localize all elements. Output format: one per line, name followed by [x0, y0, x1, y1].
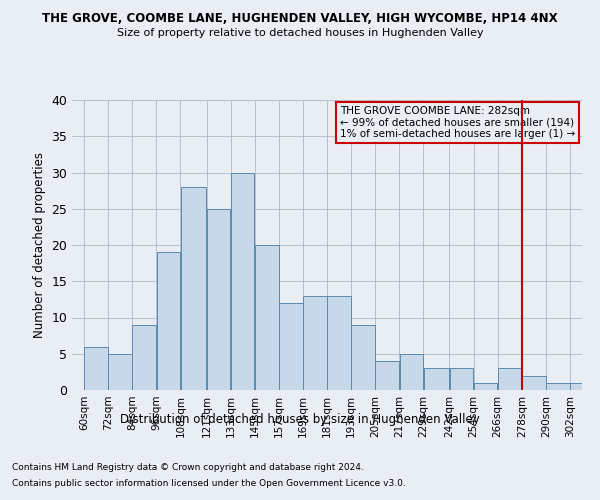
Bar — [157, 252, 180, 390]
Bar — [84, 346, 108, 390]
Bar — [231, 172, 254, 390]
Bar — [279, 303, 302, 390]
Text: Contains public sector information licensed under the Open Government Licence v3: Contains public sector information licen… — [12, 478, 406, 488]
Bar — [546, 383, 570, 390]
Text: Contains HM Land Registry data © Crown copyright and database right 2024.: Contains HM Land Registry data © Crown c… — [12, 464, 364, 472]
Text: Size of property relative to detached houses in Hughenden Valley: Size of property relative to detached ho… — [116, 28, 484, 38]
Y-axis label: Number of detached properties: Number of detached properties — [33, 152, 46, 338]
Bar — [133, 325, 156, 390]
Text: Distribution of detached houses by size in Hughenden Valley: Distribution of detached houses by size … — [120, 412, 480, 426]
Bar — [450, 368, 473, 390]
Bar — [181, 187, 206, 390]
Bar — [327, 296, 351, 390]
Bar — [255, 245, 278, 390]
Bar — [400, 354, 423, 390]
Text: THE GROVE COOMBE LANE: 282sqm
← 99% of detached houses are smaller (194)
1% of s: THE GROVE COOMBE LANE: 282sqm ← 99% of d… — [340, 106, 575, 139]
Bar — [303, 296, 327, 390]
Bar — [522, 376, 545, 390]
Bar — [376, 361, 399, 390]
Bar — [207, 209, 230, 390]
Bar — [109, 354, 132, 390]
Bar — [474, 383, 497, 390]
Bar — [498, 368, 521, 390]
Bar — [352, 325, 375, 390]
Bar — [424, 368, 449, 390]
Text: THE GROVE, COOMBE LANE, HUGHENDEN VALLEY, HIGH WYCOMBE, HP14 4NX: THE GROVE, COOMBE LANE, HUGHENDEN VALLEY… — [42, 12, 558, 26]
Bar — [570, 383, 594, 390]
